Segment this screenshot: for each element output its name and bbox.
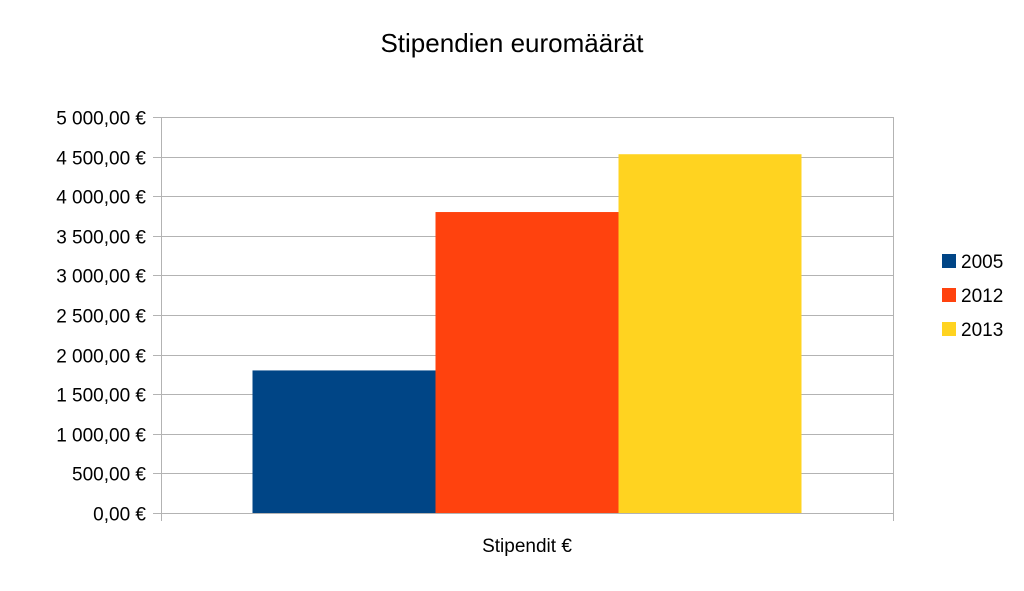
y-tick-label: 1 000,00 €: [56, 426, 146, 447]
bar-2005: [252, 370, 436, 513]
legend-label-2012: 2012: [961, 286, 1003, 307]
y-tick-label: 2 500,00 €: [56, 307, 146, 328]
axes: [161, 117, 894, 521]
y-tick-label: 3 500,00 €: [56, 228, 146, 249]
y-tick-label: 1 500,00 €: [56, 386, 146, 407]
y-tick-label: 500,00 €: [72, 465, 146, 486]
y-tick-label: 0,00 €: [93, 505, 146, 526]
x-axis-category-labels: Stipendit €: [482, 536, 572, 557]
y-tick-label: 4 500,00 €: [56, 149, 146, 170]
y-tick-label: 4 000,00 €: [56, 188, 146, 209]
legend: 2005 2012 2013: [942, 252, 1003, 341]
y-tick-label: 5 000,00 €: [56, 109, 146, 130]
bar-2013: [618, 154, 802, 513]
legend-swatch-2012: [942, 288, 956, 302]
legend-label-2013: 2013: [961, 320, 1003, 341]
y-tick-label: 3 000,00 €: [56, 267, 146, 288]
legend-swatch-2005: [942, 254, 956, 268]
legend-label-2005: 2005: [961, 252, 1003, 273]
chart-title: Stipendien euromäärät: [380, 28, 644, 58]
y-tick-label: 2 000,00 €: [56, 347, 146, 368]
legend-swatch-2013: [942, 322, 956, 336]
x-category-label: Stipendit €: [482, 536, 572, 557]
bars: [252, 154, 802, 514]
y-axis-tick-labels: 0,00 € 500,00 € 1 000,00 € 1 500,00 € 2 000,…: [56, 109, 146, 526]
bar-2012: [435, 212, 619, 514]
